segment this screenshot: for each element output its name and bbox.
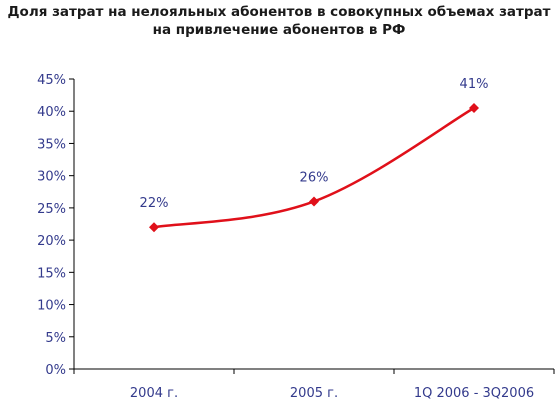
chart-title: Доля затрат на нелояльных абонентов в со… xyxy=(0,3,558,39)
data-label: 41% xyxy=(460,77,489,92)
data-label: 26% xyxy=(300,170,329,185)
data-point-marker xyxy=(149,222,159,233)
y-tick-label: 15% xyxy=(37,266,66,281)
data-label: 22% xyxy=(140,196,169,211)
x-tick-label: 1Q 2006 - 3Q2006 xyxy=(414,386,534,401)
chart-marks: 22% 26% 41% xyxy=(140,77,489,233)
y-tick-label: 0% xyxy=(45,363,66,378)
chart-title-line-2: на привлечение абонентов в РФ xyxy=(152,22,406,38)
y-tick-label: 10% xyxy=(37,299,66,314)
y-tick-label: 20% xyxy=(37,234,66,249)
y-tick-label: 30% xyxy=(37,170,66,185)
y-tick-label: 25% xyxy=(37,202,66,217)
data-point-marker xyxy=(469,103,479,113)
y-tick-label: 45% xyxy=(37,73,66,88)
y-tick-label: 40% xyxy=(37,105,66,120)
y-tick-label: 5% xyxy=(45,331,66,346)
x-tick-label: 2005 г. xyxy=(290,386,338,401)
series-line xyxy=(153,106,475,229)
y-tick-label: 35% xyxy=(37,137,66,152)
chart-axes: 0% 5% 10% 15% 20% 25% 30% 35% 40% 45% 2004 г. 2005 … xyxy=(37,73,555,401)
x-tick-label: 2004 г. xyxy=(130,386,178,401)
data-point-marker xyxy=(309,196,319,207)
chart-title-line-1: Доля затрат на нелояльных абонентов в со… xyxy=(7,4,551,20)
